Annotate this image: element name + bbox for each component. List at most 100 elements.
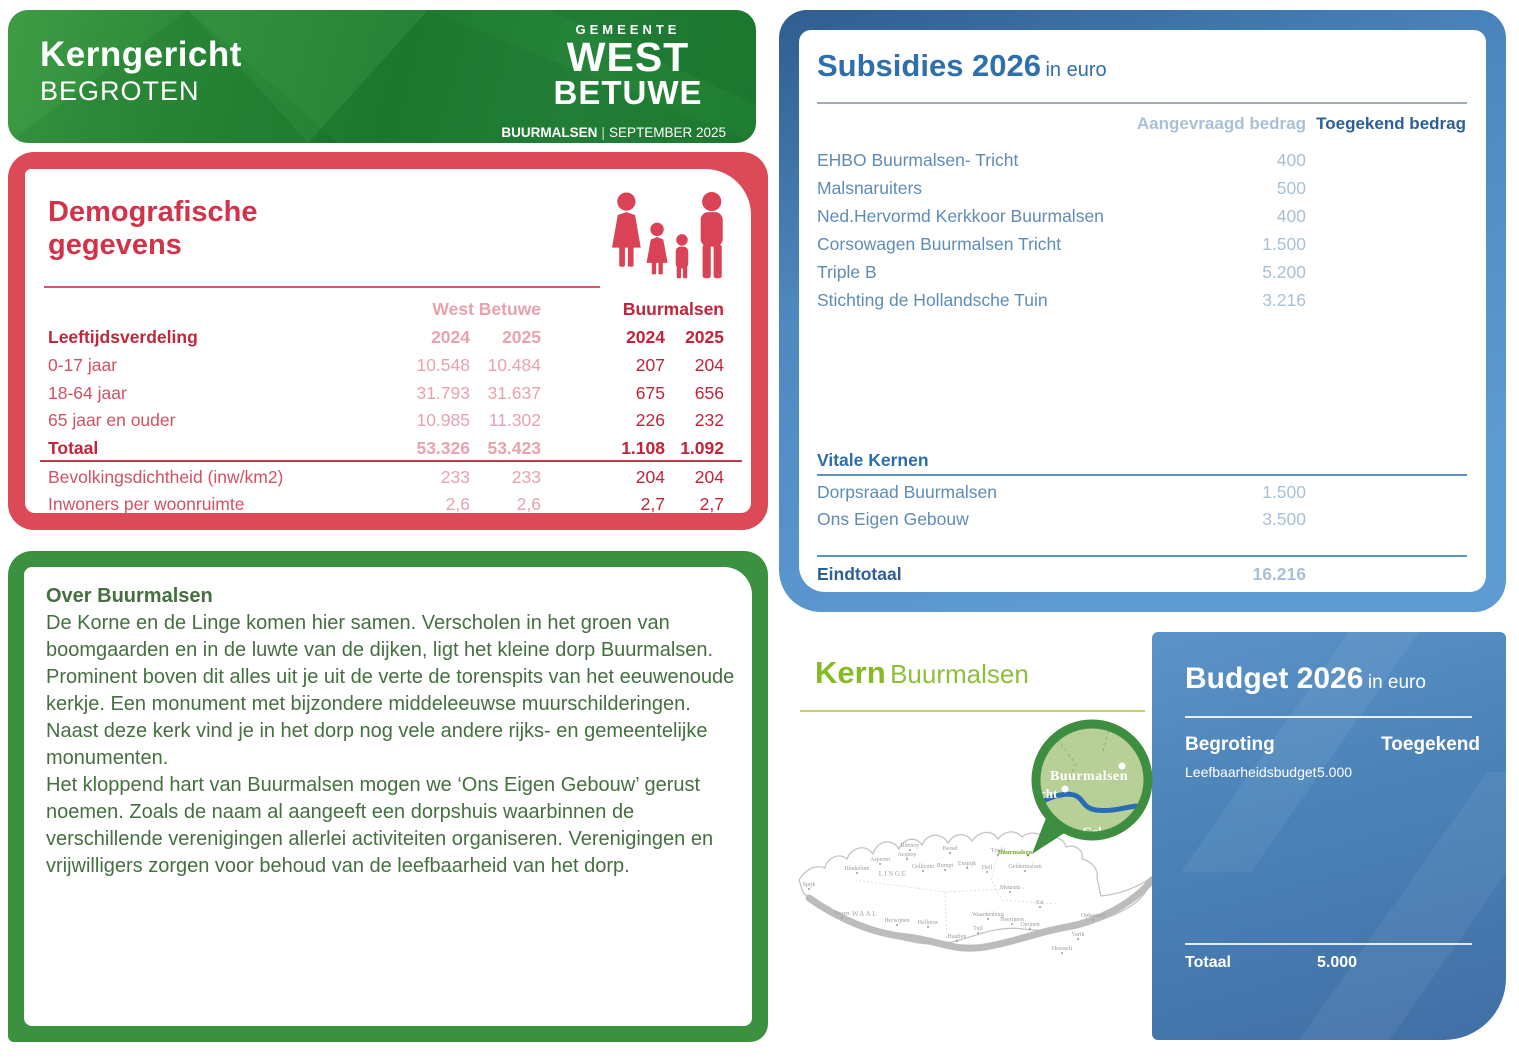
map-town-label: Beesd — [943, 846, 958, 852]
over-buurmalsen-paragraph-1: De Korne en de Linge komen hier samen. V… — [46, 612, 735, 769]
logo-gemeente: GEMEENTE — [575, 22, 681, 37]
table-row: Inwoners per woonruimte 2,6 2,6 2,7 2,7 — [48, 494, 724, 515]
kern-title: Kern Buurmalsen — [815, 655, 1029, 691]
map-town-label: Waardenburg — [972, 912, 1004, 918]
budget-row-label: Leefbaarheidsbudget — [1185, 764, 1317, 780]
header-panel: Kerngericht BEGROTEN GEMEENTE WEST BETUW… — [8, 10, 756, 143]
budget-title-divider — [1185, 716, 1472, 718]
cell-value: 53.423 — [487, 438, 541, 458]
cell-value: 226 — [635, 410, 665, 430]
logo-betuwe: BETUWE — [553, 74, 703, 111]
map-town-label: Heesselt — [1052, 946, 1073, 952]
cell-value: 31.793 — [416, 383, 470, 403]
subsidies-title-unit: in euro — [1045, 59, 1107, 81]
budget-column-toegekend: Toegekend — [1381, 734, 1480, 755]
budget-row-value: 5.000 — [1317, 764, 1353, 780]
cell-value: 656 — [694, 383, 724, 403]
map-town-label: Varik — [1072, 932, 1085, 938]
map-town-label: Spijk — [803, 882, 816, 888]
over-buurmalsen-panel-inner — [24, 567, 752, 1026]
map-town-label: Opijnen — [1020, 922, 1039, 928]
budget-streak — [1276, 772, 1506, 1040]
map-town-label: Meteren — [1000, 885, 1020, 891]
map-highlight-marker — [1026, 853, 1030, 857]
edition-line: BUURMALSEN | SEPTEMBER 2025 — [501, 125, 726, 140]
zoom-circle-label-buurmalsen: Buurmalsen — [1050, 769, 1128, 784]
map-town-label: Herwijnen — [884, 918, 909, 924]
subsidy-row: Stichting de Hollandsche Tuin 3.216 — [817, 290, 1306, 311]
west-betuwe-map: Rhenoy Beesd Acquoy Asperen Heukelum Spi… — [798, 831, 1156, 954]
map-town-label: Acquoy — [898, 852, 917, 858]
subsidy-label: EHBO Buurmalsen- Tricht — [817, 150, 1019, 170]
over-buurmalsen-paragraph-2: Het kloppend hart van Buurmalsen mogen w… — [46, 774, 714, 877]
family-icon — [612, 192, 723, 279]
year-bm-2024: 2024 — [626, 327, 665, 347]
cell-value: 11.302 — [488, 410, 541, 430]
row-header-leeftijdsverdeling: Leeftijdsverdeling — [48, 327, 198, 347]
eindtotaal-divider — [817, 555, 1467, 557]
map-town-label: Ophemert — [1081, 913, 1105, 919]
subsidy-label: Dorpsraad Buurmalsen — [817, 482, 997, 502]
vitale-kernen-divider — [817, 474, 1467, 476]
demografie-title-line1: Demografische — [48, 196, 258, 228]
table-row: 65 jaar en ouder 10.985 11.302 226 232 — [48, 410, 724, 431]
cell-value: 204 — [635, 467, 665, 487]
subsidy-row: Malsnaruiters 500 — [817, 178, 1306, 199]
map-town-label: Est — [1036, 900, 1044, 906]
cell-value: 232 — [694, 410, 724, 430]
map-town-label: Vuren — [835, 911, 850, 917]
map-town-label: Rumpt — [937, 863, 954, 869]
subsidies-title-text: Subsidies 2026 — [817, 48, 1042, 83]
budget-title: Budget 2026 in euro — [1185, 662, 1426, 696]
map-town-label: Gellicum — [912, 864, 935, 870]
subsidy-requested: 3.216 — [1262, 290, 1306, 310]
demografie-years-row: Leeftijdsverdeling 2024 2025 2024 2025 — [48, 327, 724, 348]
subsidy-requested: 400 — [1276, 150, 1306, 170]
subsidy-row: Ons Eigen Gebouw 3.500 — [817, 509, 1306, 530]
map-town-label: Haaften — [948, 933, 967, 940]
vitale-kernen-title: Vitale Kernen — [817, 450, 929, 470]
zoom-circle-border — [1031, 719, 1153, 841]
subsidies-panel-inner — [799, 30, 1486, 592]
table-total-divider — [40, 460, 742, 462]
map-town-label: Deil — [982, 865, 993, 871]
kern-title-name: Buurmalsen — [890, 659, 1029, 689]
over-buurmalsen-content: Over Buurmalsen De Korne en de Linge kom… — [46, 583, 746, 880]
cell-value: 2,7 — [699, 494, 724, 514]
gemeente-west-betuwe-logo: GEMEENTE WEST BETUWE — [528, 22, 728, 111]
map-town-label: Neerijnen — [1000, 917, 1024, 923]
subsidies-title-divider — [817, 102, 1467, 104]
budget-title-unit: in euro — [1367, 672, 1426, 693]
zoom-circle-tricht-marker — [1061, 785, 1069, 793]
map-town-label: Enspijk — [958, 861, 976, 867]
cell-value: 204 — [694, 355, 724, 375]
page-title: Kerngericht — [40, 35, 242, 74]
cell-value: 2,6 — [445, 494, 470, 514]
budget-total-label: Totaal — [1185, 954, 1231, 971]
subsidy-requested: 5.200 — [1262, 262, 1306, 282]
zoom-circle-buurmalsen-marker — [1118, 762, 1126, 770]
table-row: 18-64 jaar 31.793 31.637 675 656 — [48, 383, 724, 404]
eindtotaal-row: Eindtotaal 16.216 — [817, 564, 1306, 585]
year-bm-2025: 2025 — [685, 327, 724, 347]
map-town-label: Heukelum — [845, 866, 870, 872]
year-wb-2025: 2025 — [502, 327, 541, 347]
row-label-totaal: Totaal — [48, 438, 99, 458]
budget-title-text: Budget 2026 — [1185, 662, 1364, 695]
zoom-circle-linge-river — [1036, 791, 1139, 813]
cell-value: 10.548 — [416, 355, 470, 375]
map-town-label: Hellouw — [918, 920, 939, 926]
page-subtitle: BEGROTEN — [40, 76, 200, 106]
cell-value: 2,6 — [516, 494, 541, 514]
row-label: 0-17 jaar — [48, 355, 118, 375]
subsidy-label: Triple B — [817, 262, 877, 282]
cell-value: 233 — [511, 467, 541, 487]
cell-value: 10.484 — [487, 355, 541, 375]
subsidies-panel: Subsidies 2026 in euro Aangevraagd bedra… — [779, 10, 1506, 612]
row-label: Inwoners per woonruimte — [48, 494, 245, 514]
waal-river — [805, 876, 1156, 952]
row-label: 65 jaar en ouder — [48, 410, 176, 430]
budget-column-begroting: Begroting — [1185, 734, 1275, 755]
subsidy-label: Stichting de Hollandsche Tuin — [817, 290, 1048, 310]
